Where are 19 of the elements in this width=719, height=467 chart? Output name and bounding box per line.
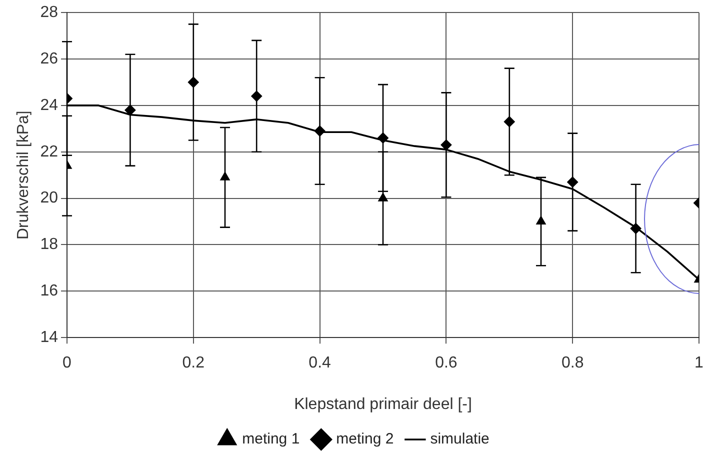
y-tick-label: 20 — [40, 190, 58, 207]
y-tick-label: 24 — [40, 96, 58, 114]
x-tick-label: 0.6 — [435, 354, 458, 372]
y-tick-label: 14 — [40, 329, 58, 346]
x-tick-label: 0.2 — [182, 354, 205, 372]
x-tick-label: 0.4 — [308, 354, 332, 372]
y-tick-label: 16 — [40, 282, 58, 300]
legend-label: meting 2 — [336, 430, 394, 448]
y-tick-label: 22 — [40, 143, 58, 160]
y-tick-label: 26 — [40, 50, 58, 68]
legend-label: meting 1 — [242, 430, 300, 448]
y-tick-label: 18 — [40, 236, 58, 254]
y-tick-label: 28 — [40, 4, 58, 22]
x-tick-label: 1 — [694, 354, 704, 372]
x-tick-label: 0 — [62, 354, 72, 372]
x-axis-title: Klepstand primair deel [-] — [294, 396, 472, 413]
legend-label: simulatie — [430, 430, 490, 448]
y-axis-title: Drukverschil [kPa] — [15, 110, 32, 240]
x-tick-label: 0.8 — [561, 354, 584, 372]
